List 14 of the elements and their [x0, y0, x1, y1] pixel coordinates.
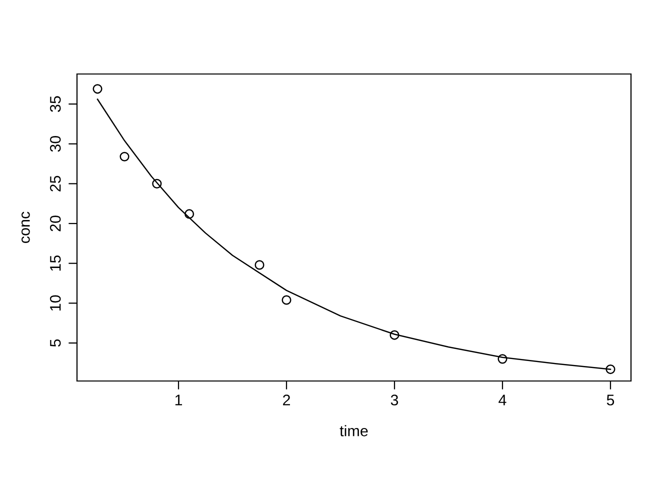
x-tick-label: 2 — [283, 394, 290, 406]
y-tick-label: 5 — [50, 339, 61, 347]
y-tick-label: 20 — [50, 216, 61, 232]
x-tick-label: 1 — [175, 394, 182, 406]
y-tick-label: 15 — [50, 255, 61, 271]
x-tick-label: 5 — [606, 394, 614, 406]
x-axis-title: time — [340, 425, 368, 436]
x-tick-label: 3 — [390, 394, 398, 406]
y-tick-label: 10 — [50, 295, 61, 311]
x-tick-label: 4 — [498, 394, 506, 406]
y-axis-title: conc — [22, 212, 30, 243]
y-tick-label: 35 — [50, 96, 61, 112]
y-tick-label: 25 — [50, 176, 61, 192]
y-tick-label: 30 — [50, 136, 61, 152]
